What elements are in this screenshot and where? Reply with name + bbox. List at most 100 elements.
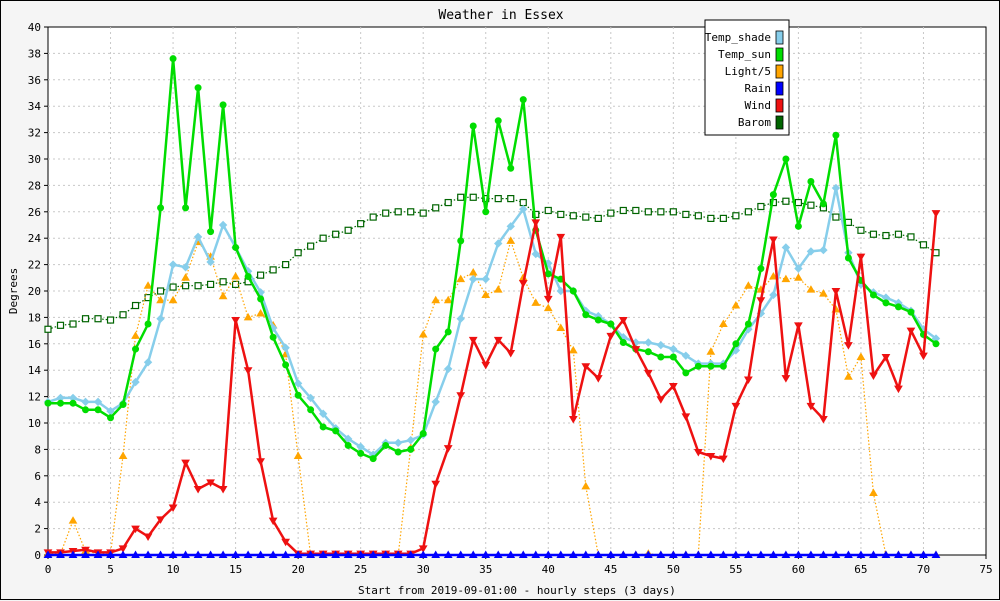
data-point-rain xyxy=(206,550,215,558)
data-point-barom xyxy=(407,208,415,216)
data-point-temp-sun xyxy=(907,308,915,316)
data-point-rain xyxy=(706,550,716,558)
data-point-temp-sun xyxy=(232,243,240,251)
data-point-temp-shade xyxy=(831,183,841,193)
data-point-barom xyxy=(794,198,803,207)
data-point-temp-sun xyxy=(444,328,452,336)
y-tick-label: 40 xyxy=(28,21,41,34)
data-point-light-5 xyxy=(869,488,878,496)
data-point-rain xyxy=(243,550,253,558)
data-point-rain xyxy=(656,550,666,558)
data-point-temp-sun xyxy=(607,320,615,328)
data-point-wind xyxy=(556,233,566,242)
data-point-temp-shade xyxy=(444,364,453,374)
data-point-rain xyxy=(831,550,841,558)
data-point-barom xyxy=(344,226,352,234)
data-point-rain xyxy=(543,550,553,558)
data-point-light-5 xyxy=(68,516,78,524)
data-point-temp-shade xyxy=(494,239,503,248)
data-point-temp-sun xyxy=(832,131,840,139)
data-point-light-5 xyxy=(418,330,428,338)
data-point-barom xyxy=(119,311,127,319)
data-point-barom xyxy=(744,208,752,216)
data-point-temp-sun xyxy=(719,362,727,370)
data-point-barom xyxy=(882,231,890,240)
data-point-temp-sun xyxy=(569,287,577,295)
y-tick-label: 0 xyxy=(34,549,41,562)
series-line-wind xyxy=(48,212,938,555)
data-point-barom xyxy=(156,287,165,295)
y-tick-label: 18 xyxy=(28,311,41,324)
data-point-barom xyxy=(844,218,853,226)
data-point-rain xyxy=(406,550,416,558)
data-point-rain xyxy=(844,550,853,558)
y-tick-label: 34 xyxy=(28,100,42,113)
data-point-temp-shade xyxy=(769,290,778,300)
x-tick-label: 70 xyxy=(917,563,930,576)
data-point-temp-sun xyxy=(407,445,415,453)
data-point-rain xyxy=(606,550,616,558)
data-point-light-5 xyxy=(443,295,453,304)
data-point-temp-sun xyxy=(794,222,802,230)
data-point-wind xyxy=(156,516,165,524)
data-point-wind xyxy=(506,350,516,358)
data-point-wind xyxy=(618,317,628,325)
data-point-temp-shade xyxy=(556,286,565,296)
data-point-wind xyxy=(718,455,728,464)
data-point-wind xyxy=(81,546,90,555)
data-point-barom xyxy=(56,321,65,329)
data-point-light-5 xyxy=(781,274,791,283)
y-tick-label: 12 xyxy=(28,391,41,404)
data-point-wind xyxy=(568,416,578,424)
data-point-rain xyxy=(43,550,53,558)
data-point-light-5 xyxy=(556,323,566,331)
data-point-barom xyxy=(494,195,502,203)
data-point-rain xyxy=(881,550,891,558)
y-tick-label: 14 xyxy=(28,364,42,377)
legend-swatch xyxy=(775,81,784,96)
data-point-barom xyxy=(657,208,665,216)
data-point-temp-shade xyxy=(218,220,228,230)
x-axis-label: Start from 2019-09-01:00 - hourly steps … xyxy=(358,584,676,597)
data-point-wind xyxy=(844,342,853,350)
x-tick-label: 50 xyxy=(667,563,680,576)
legend-swatch xyxy=(775,115,784,130)
data-point-temp-sun xyxy=(44,399,52,407)
legend: Temp_shade Temp_sun Light/5 Rain Wind Barom xyxy=(704,19,790,136)
data-point-wind xyxy=(231,317,240,325)
data-point-light-5 xyxy=(531,298,541,306)
data-point-rain xyxy=(769,550,778,558)
data-point-barom xyxy=(719,214,727,222)
data-point-rain xyxy=(418,550,428,558)
data-point-temp-sun xyxy=(669,353,677,361)
y-tick-label: 32 xyxy=(28,127,41,140)
data-point-temp-shade xyxy=(794,264,803,273)
data-point-temp-shade xyxy=(806,247,816,256)
data-point-barom xyxy=(907,233,915,241)
data-point-rain xyxy=(56,550,65,558)
data-point-wind xyxy=(769,236,778,245)
data-point-wind xyxy=(243,367,253,375)
series-line-temp-shade xyxy=(47,186,937,456)
data-point-rain xyxy=(794,550,803,558)
data-point-barom xyxy=(919,241,928,249)
data-point-temp-sun xyxy=(357,449,365,457)
data-point-wind xyxy=(856,253,866,262)
data-point-wind xyxy=(118,545,128,553)
data-point-rain xyxy=(869,550,878,558)
data-point-rain xyxy=(618,550,628,558)
data-point-barom xyxy=(419,209,427,217)
data-point-temp-shade xyxy=(481,274,490,284)
data-point-temp-shade xyxy=(81,397,90,407)
data-point-wind xyxy=(143,533,153,542)
data-point-rain xyxy=(856,550,866,558)
data-point-light-5 xyxy=(731,301,741,309)
data-point-light-5 xyxy=(143,281,153,289)
data-point-temp-sun xyxy=(469,122,477,130)
data-point-barom xyxy=(507,195,515,203)
data-point-wind xyxy=(218,486,228,494)
data-point-barom xyxy=(319,234,327,242)
y-tick-label: 28 xyxy=(28,179,41,192)
data-point-barom xyxy=(544,206,552,215)
